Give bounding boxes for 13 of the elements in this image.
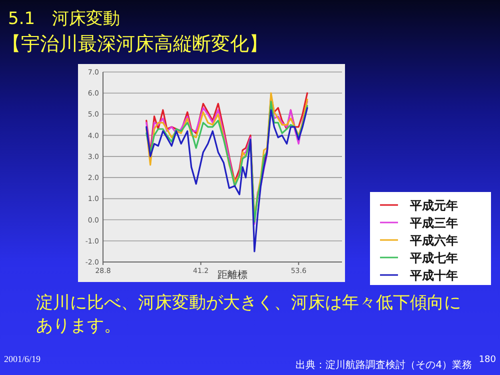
legend-label: 平成元年 <box>409 198 458 212</box>
legend-label: 平成十年 <box>409 268 458 282</box>
source-note: 出典：淀川航路調査検討（その4）業務 <box>296 359 472 371</box>
legend-label: 平成六年 <box>409 234 458 248</box>
legend-label: 平成七年 <box>409 251 458 265</box>
text: 2001/6/19 <box>4 354 41 364</box>
x-axis-title: 距離標 <box>218 269 248 281</box>
line-series <box>146 107 308 252</box>
legend-label: 平成三年 <box>409 216 458 230</box>
chart-title: 5.1 河床変動 <box>8 9 120 29</box>
text: 180 <box>478 355 496 365</box>
chart-subtitle: 【宇治川最深河床高縦断変化】 <box>2 33 268 55</box>
text: 淀川に比べ、河床変動が大きく、河床は年々低下傾向にあります。 <box>36 292 462 338</box>
